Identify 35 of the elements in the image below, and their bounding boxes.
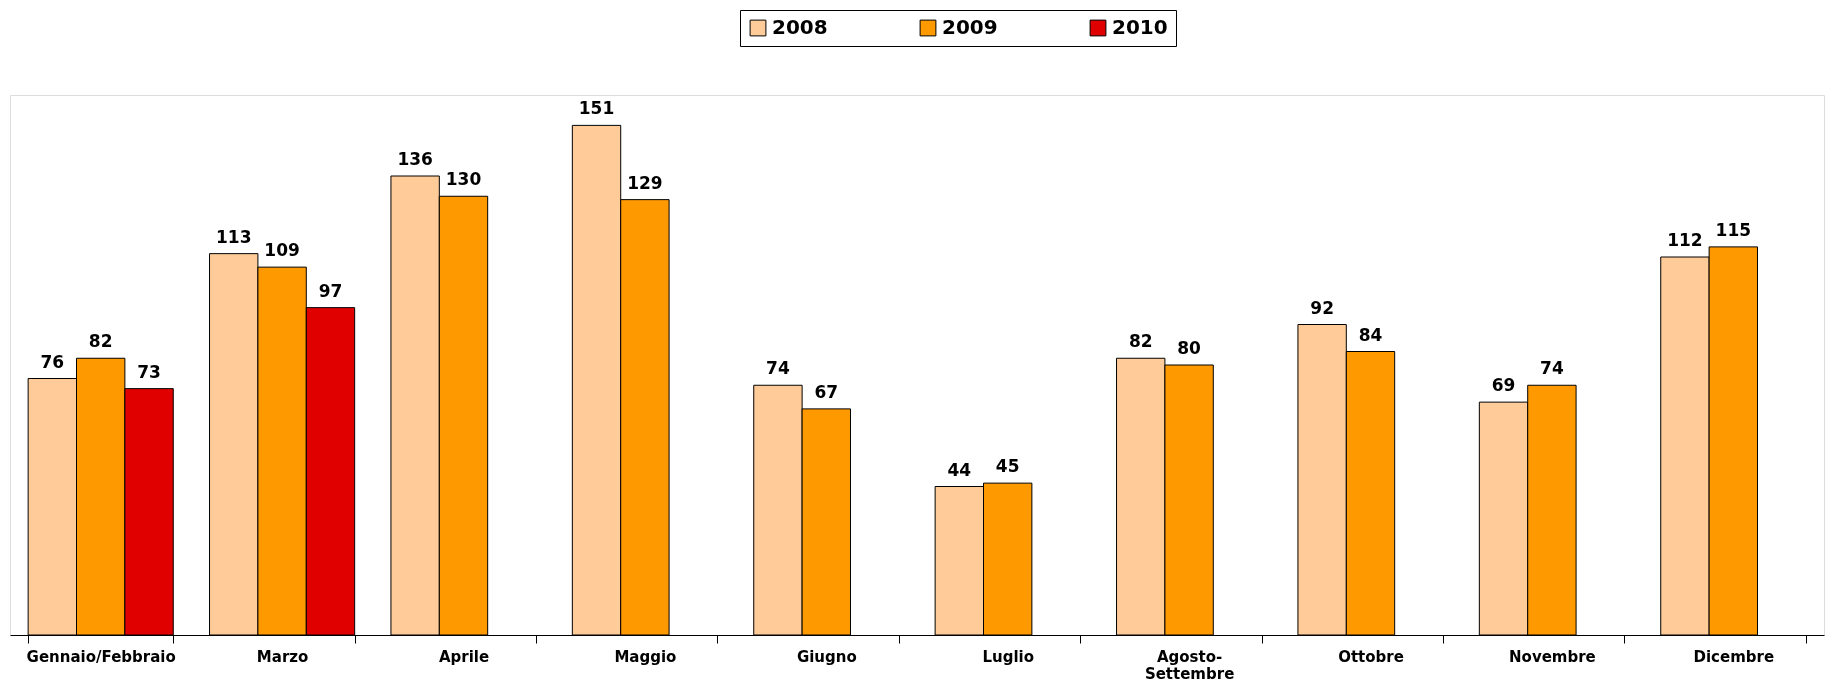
x-tick-label: Maggio: [614, 647, 677, 666]
data-label: 44: [947, 459, 972, 480]
data-label: 151: [578, 98, 615, 119]
x-tick-label: Aprile: [438, 647, 490, 666]
x-tick-label: Novembre: [1509, 647, 1596, 666]
x-tick-label: Ottobre: [1338, 647, 1404, 666]
x-tick-label: Agosto- Settembre: [1144, 647, 1235, 683]
x-tick-label: Dicembre: [1693, 647, 1775, 666]
data-label: 112: [1667, 230, 1703, 250]
data-label: 67: [814, 381, 839, 402]
x-tick-label: Marzo: [256, 647, 309, 666]
data-label: 45: [995, 456, 1020, 477]
data-label: 69: [1491, 375, 1516, 396]
legend-label: 2010: [1112, 15, 1168, 39]
data-label: 74: [766, 358, 790, 379]
data-label: 130: [445, 169, 482, 190]
x-tick-label: Giugno: [796, 647, 857, 666]
legend-label: 2008: [772, 15, 828, 39]
data-label: 129: [627, 172, 663, 193]
legend-label: 2009: [942, 15, 998, 39]
data-label: 76: [40, 351, 65, 372]
data-label: 73: [137, 361, 161, 382]
data-label: 92: [1310, 297, 1334, 318]
data-label: 82: [1128, 331, 1153, 352]
data-label: 109: [264, 240, 300, 261]
data-label: 113: [215, 226, 252, 247]
data-label: 136: [397, 149, 433, 169]
x-tick-label: Luglio: [982, 647, 1034, 666]
data-label: 84: [1358, 324, 1383, 345]
data-label: 97: [318, 280, 343, 301]
data-label: 80: [1177, 338, 1202, 358]
x-tick-label: Gennaio/Febbraio: [26, 647, 176, 666]
data-label: 82: [88, 331, 113, 352]
data-label: 74: [1540, 358, 1564, 379]
data-label: 115: [1715, 219, 1752, 240]
